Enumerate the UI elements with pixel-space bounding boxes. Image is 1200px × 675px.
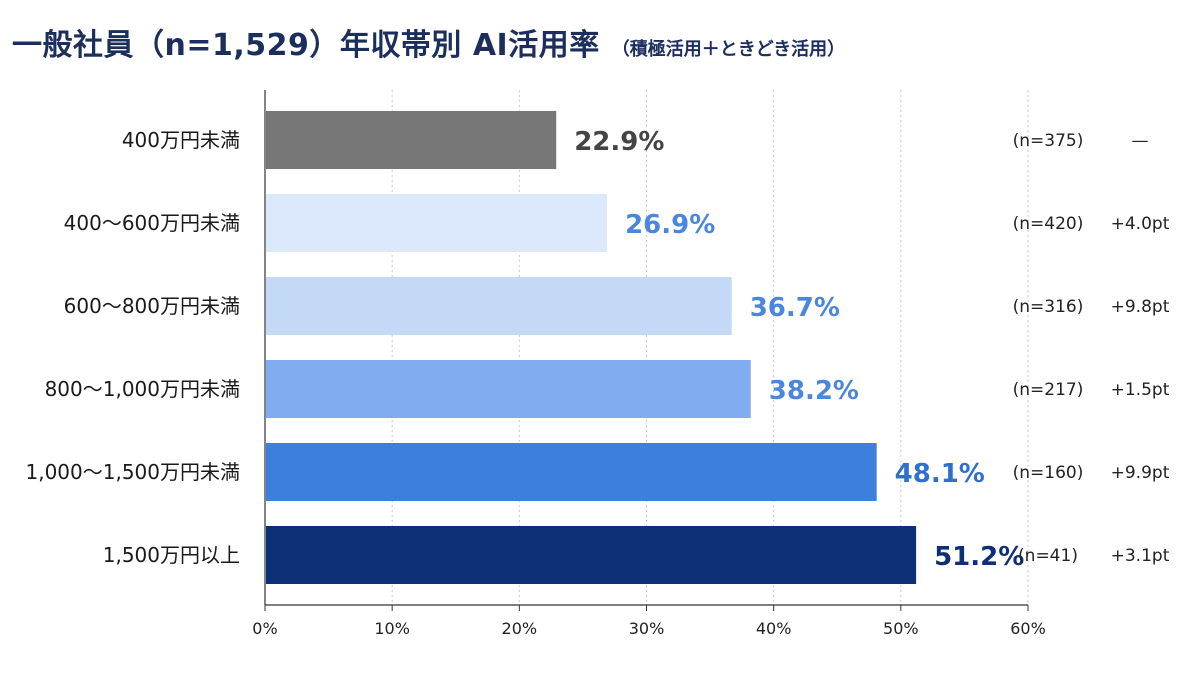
title-subtitle: （積極活用＋ときどき活用） [611, 39, 846, 60]
bar [266, 277, 732, 335]
bar [266, 443, 877, 501]
x-tick-label: 30% [629, 619, 665, 638]
n-label: (n=217) [1013, 380, 1084, 400]
bar [266, 526, 917, 584]
x-tick-label: 60% [1010, 619, 1046, 638]
x-tick-label: 50% [883, 619, 919, 638]
n-label: (n=420) [1013, 214, 1084, 234]
x-tick-label: 0% [252, 619, 277, 638]
x-tick-label: 20% [502, 619, 538, 638]
category-label: 1,500万円以上 [103, 543, 240, 567]
value-label: 22.9% [574, 127, 664, 157]
diff-label: +1.5pt [1111, 380, 1170, 400]
x-tick-label: 40% [756, 619, 792, 638]
n-label: (n=41) [1018, 546, 1078, 566]
value-label: 26.9% [625, 210, 715, 240]
category-label: 400万円未満 [122, 128, 240, 152]
category-label: 800〜1,000万円未満 [45, 377, 240, 401]
category-label: 400〜600万円未満 [64, 211, 240, 235]
value-label: 51.2% [934, 542, 1024, 572]
diff-label: +9.8pt [1111, 297, 1170, 317]
bar [266, 111, 557, 169]
n-label: (n=316) [1013, 297, 1084, 317]
bar [266, 360, 751, 418]
diff-label: +3.1pt [1111, 546, 1170, 566]
category-label: 600〜800万円未満 [64, 294, 240, 318]
category-label: 1,000〜1,500万円未満 [25, 460, 240, 484]
bar [266, 194, 608, 252]
value-label: 36.7% [750, 293, 840, 323]
value-label: 48.1% [895, 459, 985, 489]
n-label: (n=160) [1013, 463, 1084, 483]
diff-label: +4.0pt [1111, 214, 1170, 234]
diff-label: — [1132, 131, 1149, 151]
value-label: 38.2% [769, 376, 859, 406]
diff-label: +9.9pt [1111, 463, 1170, 483]
x-tick-label: 10% [374, 619, 410, 638]
chart-title: 一般社員（n=1,529）年収帯別 AI活用率 （積極活用＋ときどき活用） [12, 20, 845, 64]
n-label: (n=375) [1013, 131, 1084, 151]
title-main: 一般社員（n=1,529）年収帯別 AI活用率 [12, 28, 600, 63]
